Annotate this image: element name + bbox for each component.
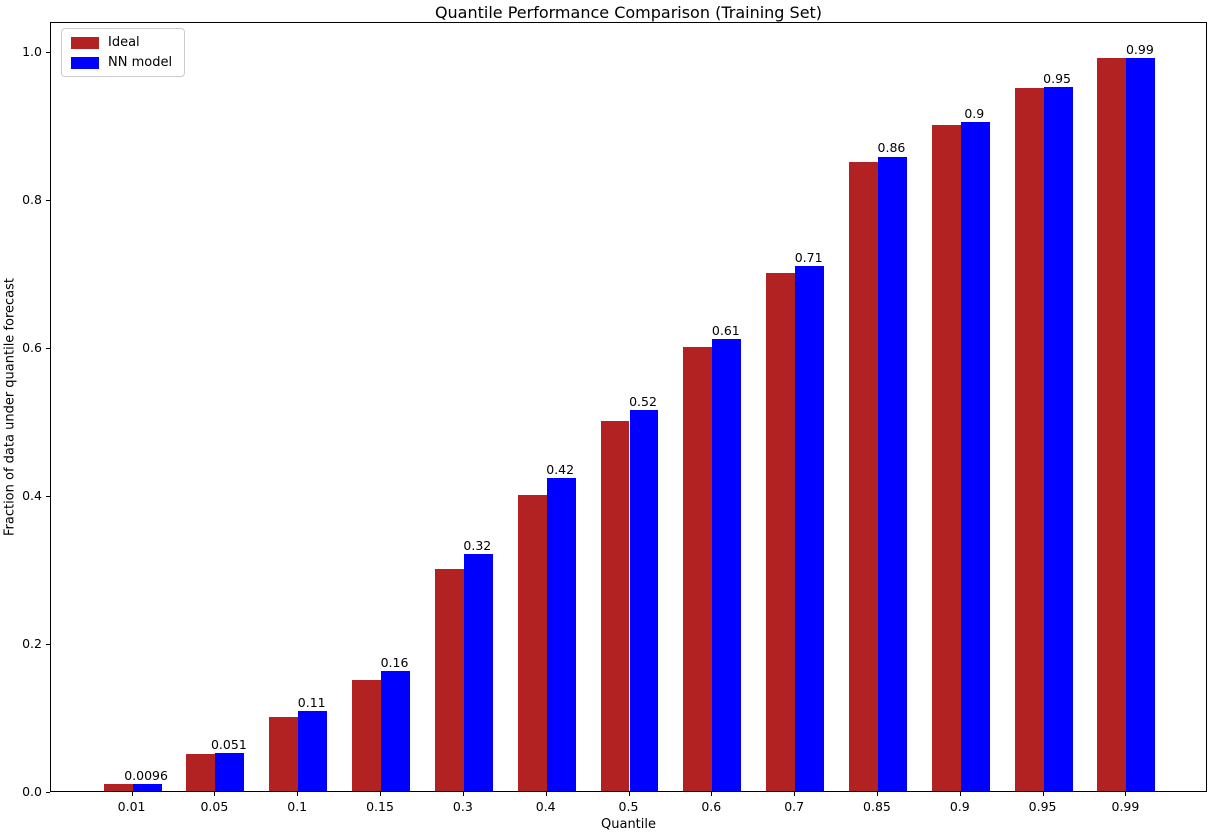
x-tick-mark [628,792,630,796]
bar-nn-model-0.05 [215,753,245,791]
x-tick-mark [131,792,133,796]
plot-area [50,22,1207,792]
bar-ideal-0.6 [683,346,713,791]
bar-nn-model-0.99 [1126,58,1156,791]
y-tick-label: 0.4 [22,487,42,503]
y-tick-mark [46,495,50,497]
bar-nn-model-0.95 [1043,86,1073,791]
y-tick-label: 0.8 [22,191,42,207]
y-tick-mark [46,792,50,793]
bar-value-label: 0.16 [380,655,409,671]
x-axis-label: Quantile [601,817,656,832]
y-tick-mark [46,347,50,349]
x-tick-label: 0.99 [1111,799,1140,814]
bar-ideal-0.5 [600,420,630,791]
bar-ideal-0.4 [517,494,547,791]
bar-ideal-0.1 [269,716,299,791]
bar-ideal-0.99 [1097,58,1127,791]
bar-ideal-0.3 [434,568,464,791]
legend-swatch-ideal [71,36,99,49]
bar-value-label: 0.42 [546,461,575,477]
bar-value-label: 0.32 [463,538,492,554]
x-tick-mark [1042,792,1044,796]
y-tick-mark [46,51,50,53]
bar-value-label: 0.71 [794,250,823,266]
bar-ideal-0.9 [931,124,961,791]
bar-nn-model-0.5 [629,409,659,791]
x-tick-mark [380,792,382,796]
bar-value-label: 0.95 [1043,70,1072,86]
bar-nn-model-0.15 [381,671,411,791]
bar-value-label: 0.86 [877,140,906,156]
y-tick-mark [46,643,50,645]
bar-nn-model-0.01 [132,783,162,791]
y-tick-mark [46,199,50,201]
x-tick-label: 0.95 [1028,799,1057,814]
x-tick-mark [462,792,464,796]
bar-ideal-0.7 [766,272,796,791]
bar-nn-model-0.7 [795,266,825,791]
x-tick-label: 0.5 [618,799,639,814]
chart-title: Quantile Performance Comparison (Trainin… [434,3,823,22]
x-tick-mark [711,792,713,796]
legend-label-ideal: Ideal [108,35,140,50]
x-tick-mark [297,792,299,796]
bar-value-label: 0.52 [629,393,657,409]
x-tick-mark [876,792,878,796]
x-tick-label: 0.01 [117,799,146,814]
bar-nn-model-0.85 [877,156,907,791]
legend-item-ideal: Ideal [71,35,172,50]
legend: Ideal NN model [61,28,186,77]
bar-nn-model-0.6 [712,338,742,791]
bar-value-label: 0.61 [711,322,740,338]
bar-nn-model-0.9 [960,122,990,791]
x-tick-label: 0.4 [535,799,556,814]
y-tick-label: 0.6 [22,339,42,355]
bar-nn-model-0.1 [298,711,328,791]
bar-ideal-0.15 [352,679,382,791]
bar-ideal-0.95 [1014,87,1044,791]
bar-nn-model-0.3 [463,554,493,791]
y-tick-label: 0.2 [22,635,42,651]
x-tick-label: 0.3 [452,799,473,814]
x-tick-label: 0.15 [366,799,394,814]
bar-ideal-0.05 [186,753,216,791]
bar-value-label: 0.051 [210,737,247,753]
x-tick-mark [545,792,547,796]
bar-ideal-0.85 [848,161,878,791]
x-tick-label: 0.05 [200,799,229,814]
legend-item-nn-model: NN model [71,55,172,70]
x-tick-label: 0.9 [949,799,970,814]
x-tick-mark [794,792,796,796]
x-tick-mark [1125,792,1127,796]
x-tick-label: 0.6 [701,799,722,814]
x-tick-mark [959,792,961,796]
bar-value-label: 0.99 [1125,42,1154,58]
y-tick-label: 0.0 [22,784,42,799]
bar-value-label: 0.9 [964,106,985,122]
y-tick-label: 1.0 [22,43,42,59]
x-tick-mark [214,792,216,796]
bar-value-label: 0.0096 [124,767,168,783]
legend-label-nn-model: NN model [108,55,173,70]
x-tick-label: 0.1 [287,799,308,814]
x-tick-label: 0.85 [863,799,891,814]
legend-swatch-nn-model [71,56,99,69]
bar-ideal-0.01 [103,783,133,791]
x-tick-label: 0.7 [784,799,805,814]
bar-nn-model-0.4 [546,477,576,791]
bar-value-label: 0.11 [297,695,326,711]
